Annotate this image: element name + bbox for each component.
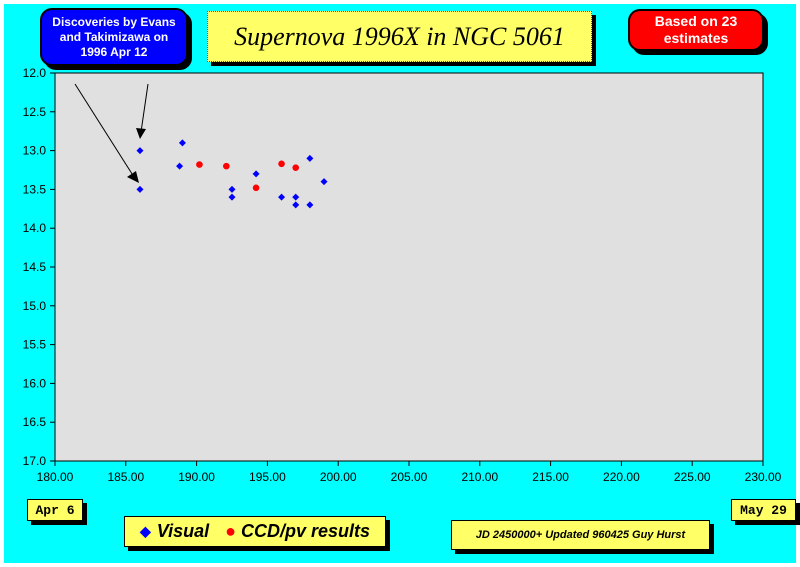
date-start-label: Apr 6 [27, 499, 83, 521]
legend-ccd-marker: ● [225, 521, 236, 541]
estimates-note: Based on 23 estimates [628, 9, 764, 51]
annotation-arrows [74, 83, 149, 183]
x-tick-label: 220.00 [603, 470, 640, 484]
y-tick-label: 12.5 [23, 105, 47, 119]
footer-note: JD 2450000+ Updated 960425 Guy Hurst [451, 520, 710, 550]
date-end-text: May 29 [740, 502, 787, 518]
visual-point [292, 201, 300, 209]
plot-area [54, 72, 764, 462]
x-tick-label: 215.00 [532, 470, 569, 484]
discoveries-note: Discoveries by Evans and Takimizawa on 1… [40, 8, 188, 66]
arrow-line-1 [140, 83, 149, 133]
legend-ccd-label: CCD/pv results [240, 521, 371, 541]
visual-point [306, 154, 314, 162]
visual-point [228, 185, 236, 193]
axes: 180.00 185.00 190.00 195.00 200.00 205.00 210.… [23, 66, 782, 484]
y-tick-label: 15.5 [23, 338, 47, 352]
discoveries-note-text: Discoveries by Evans and Takimizawa on 1… [52, 14, 176, 59]
date-start-text: Apr 6 [35, 502, 75, 518]
visual-point [176, 162, 184, 170]
y-tick-label: 13.5 [23, 182, 47, 196]
x-tick-label: 190.00 [178, 470, 215, 484]
ccd-point [278, 160, 285, 168]
y-tick-label: 16.0 [23, 376, 47, 390]
arrowhead-2 [127, 171, 139, 183]
legend-visual-marker: ◆ [139, 523, 151, 539]
y-tick-label: 15.0 [23, 299, 47, 313]
x-tick-label: 180.00 [37, 470, 74, 484]
legend: ◆ Visual ● CCD/pv results [124, 516, 386, 547]
y-tick-label: 16.5 [23, 415, 47, 429]
chart-title: Supernova 1996X in NGC 5061 [234, 21, 565, 51]
visual-point [320, 178, 328, 186]
y-tick-label: 14.0 [23, 221, 47, 235]
chart-title-box: Supernova 1996X in NGC 5061 [207, 11, 592, 62]
footer-text: JD 2450000+ Updated 960425 Guy Hurst [475, 529, 686, 541]
ccd-point [292, 164, 300, 171]
x-tick-label: 200.00 [320, 470, 357, 484]
arrow-line-2 [74, 83, 135, 178]
y-tick-label: 17.0 [23, 454, 47, 468]
y-tick-label: 12.0 [23, 66, 47, 80]
x-tick-label: 230.00 [745, 470, 782, 484]
visual-point [292, 193, 300, 201]
ccd-point [252, 184, 260, 192]
x-tick-label: 225.00 [674, 470, 711, 484]
visual-point [178, 139, 186, 147]
y-tick-label: 14.5 [23, 260, 47, 274]
y-tick-label: 13.0 [23, 144, 47, 158]
visual-point [306, 201, 314, 209]
x-tick-label: 210.00 [461, 470, 498, 484]
date-end-label: May 29 [731, 499, 796, 521]
arrowhead-1 [136, 128, 146, 139]
estimates-note-text: Based on 23 estimates [654, 13, 738, 46]
visual-point [228, 193, 236, 201]
visual-point [136, 185, 144, 193]
x-tick-label: 185.00 [107, 470, 144, 484]
ccd-point [196, 161, 203, 168]
x-tick-label: 195.00 [249, 470, 286, 484]
legend-visual-label: Visual [156, 521, 210, 541]
ccd-point [223, 162, 230, 170]
visual-point [252, 170, 260, 178]
data-marks [136, 139, 328, 209]
x-tick-label: 205.00 [391, 470, 428, 484]
visual-point [278, 193, 286, 201]
visual-point [136, 147, 144, 155]
